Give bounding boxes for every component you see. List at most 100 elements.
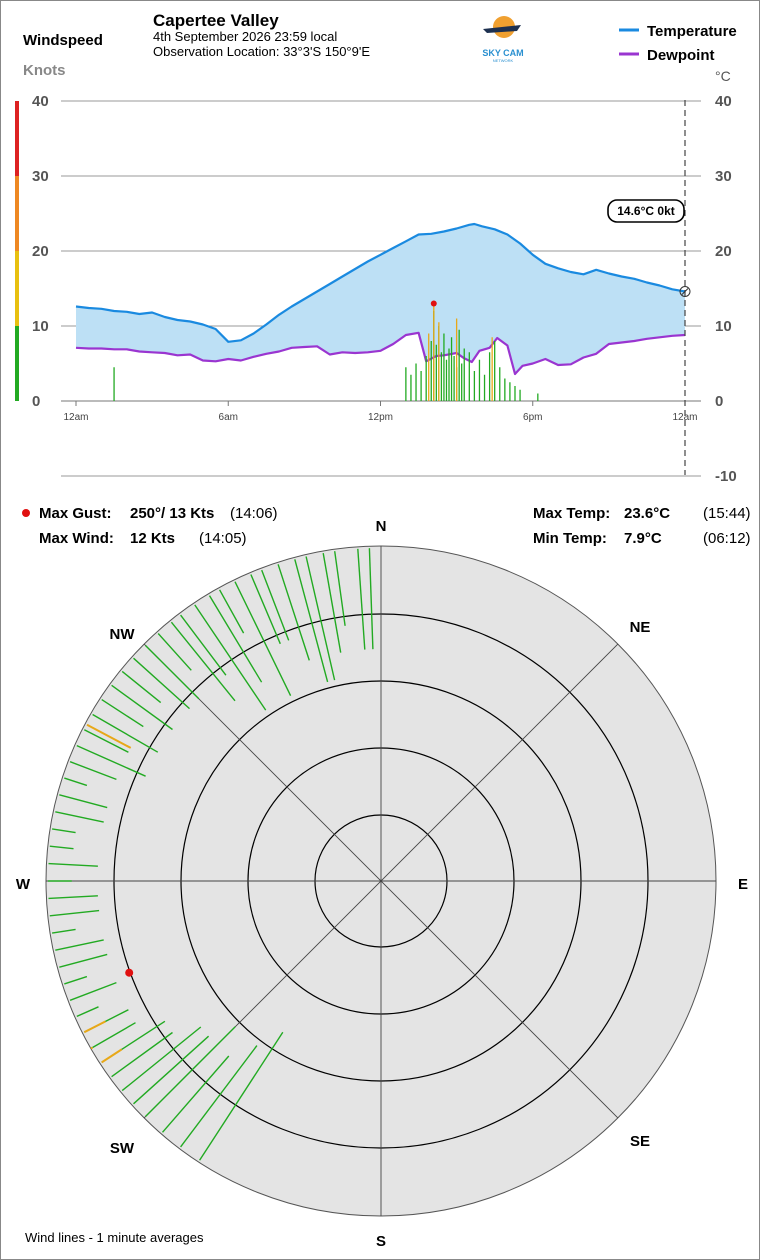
windspeed-label: Windspeed xyxy=(23,32,103,49)
wind-line xyxy=(261,569,290,641)
compass-label-ne: NE xyxy=(630,619,651,636)
wind-line xyxy=(145,645,200,700)
logo-subtext: NETWORK xyxy=(493,58,514,63)
wind-line xyxy=(49,909,100,917)
now-marker-tick xyxy=(681,288,689,295)
wind-tick-label: 30 xyxy=(32,168,49,185)
wind-line xyxy=(194,604,267,711)
compass-label-n: N xyxy=(376,518,387,535)
wind-tick-label: 10 xyxy=(32,318,49,335)
gust-line xyxy=(83,1020,106,1034)
now-marker-circle xyxy=(679,286,691,297)
wind-line xyxy=(55,939,104,951)
max-temp-label: Max Temp: xyxy=(533,505,610,522)
wind-line xyxy=(133,657,190,710)
legend-dewpoint: Dewpoint xyxy=(647,47,715,64)
wind-line xyxy=(250,574,281,645)
station-title: Capertee Valley xyxy=(153,11,279,30)
x-tick-label: 12am xyxy=(672,412,697,423)
wind-line xyxy=(294,559,329,683)
wind-line xyxy=(357,548,366,650)
gust-line xyxy=(90,1046,94,1050)
min-temp-time: (06:12) xyxy=(703,530,751,547)
wind-line xyxy=(92,713,159,753)
max-gust-dot-icon xyxy=(22,509,30,517)
wind-line xyxy=(59,794,108,809)
max-wind-value: 12 Kts xyxy=(130,530,175,547)
wind-line xyxy=(121,1026,202,1092)
logo-text: SKY CAM xyxy=(482,48,523,58)
location-line: Observation Location: 33°3'S 150°9'E xyxy=(153,44,370,59)
compass-spoke xyxy=(143,643,619,1119)
wind-line xyxy=(76,744,146,777)
max-gust-label: Max Gust: xyxy=(39,505,112,522)
wind-line xyxy=(121,670,162,704)
wind-line xyxy=(76,1006,99,1018)
compass-label-w: W xyxy=(16,876,31,893)
wind-line xyxy=(64,777,88,787)
temp-tick-label: 10 xyxy=(715,318,732,335)
readout-text: 14.6°C 0kt xyxy=(617,204,675,218)
wind-line xyxy=(180,614,227,676)
dewpoint-line xyxy=(75,331,686,376)
x-tick-label: 6pm xyxy=(523,412,542,423)
gust-line xyxy=(86,723,132,749)
wind-line xyxy=(59,953,108,968)
wind-line xyxy=(133,1035,210,1105)
wind-line xyxy=(101,699,144,728)
wind-line xyxy=(322,552,342,653)
wind-line xyxy=(334,551,346,626)
celsius-label: °C xyxy=(715,68,731,84)
max-temp-value: 23.6°C xyxy=(624,505,670,522)
logo-plane-icon xyxy=(483,25,521,33)
temperature-line xyxy=(75,222,686,343)
wind-line xyxy=(55,811,104,823)
max-gust-value: 250°/ 13 Kts xyxy=(130,505,214,522)
wind-line xyxy=(145,1026,236,1117)
wind-line xyxy=(170,621,236,702)
compass-footnote: Wind lines - 1 minute averages xyxy=(25,1230,204,1245)
legend-temperature: Temperature xyxy=(647,23,737,40)
wind-line xyxy=(48,862,98,867)
wind-line xyxy=(180,1045,258,1148)
max-wind-time: (14:05) xyxy=(199,530,247,547)
x-tick-label: 12am xyxy=(63,412,88,423)
chart-legend: Temperature Dewpoint xyxy=(619,23,737,64)
wind-line xyxy=(69,761,117,781)
temp-tick-label: 30 xyxy=(715,168,732,185)
max-gust-point xyxy=(125,968,134,977)
knots-label: Knots xyxy=(23,62,66,79)
wind-line xyxy=(111,684,173,731)
max-gust-time: (14:06) xyxy=(230,505,278,522)
wind-line xyxy=(51,828,76,834)
max-gust-marker xyxy=(430,300,437,307)
temperature-fill-area xyxy=(76,224,685,374)
wind-line xyxy=(199,1031,284,1161)
wind-line xyxy=(208,595,263,683)
wind-line xyxy=(305,556,336,681)
compass-label-nw: NW xyxy=(110,626,136,643)
wind-line xyxy=(51,928,76,934)
min-temp-value: 7.9°C xyxy=(624,530,662,547)
wind-line xyxy=(157,633,192,671)
max-temp-time: (15:44) xyxy=(703,505,751,522)
wind-line xyxy=(64,975,88,985)
skycam-logo: SKY CAM NETWORK xyxy=(482,16,524,63)
x-tick-label: 6am xyxy=(219,412,238,423)
max-wind-label: Max Wind: xyxy=(39,530,114,547)
wind-rose: N NE E SE S SW W NW xyxy=(16,518,748,1250)
wind-line xyxy=(218,589,245,634)
compass-label-se: SE xyxy=(630,1133,650,1150)
wind-line xyxy=(69,981,117,1001)
temp-tick-label: 0 xyxy=(715,393,723,410)
gust-line xyxy=(101,1048,123,1064)
temp-tick-label: -10 xyxy=(715,468,737,485)
wind-tick-label: 0 xyxy=(32,393,40,410)
wind-line xyxy=(277,564,310,661)
wind-tick-label: 20 xyxy=(32,243,49,260)
compass-label-s: S xyxy=(376,1233,386,1250)
time-series-chart: 0 10 20 30 40 -10 0 10 20 30 40 12am 6am 12pm 6pm 12am xyxy=(15,93,737,485)
wind-line xyxy=(83,729,129,753)
